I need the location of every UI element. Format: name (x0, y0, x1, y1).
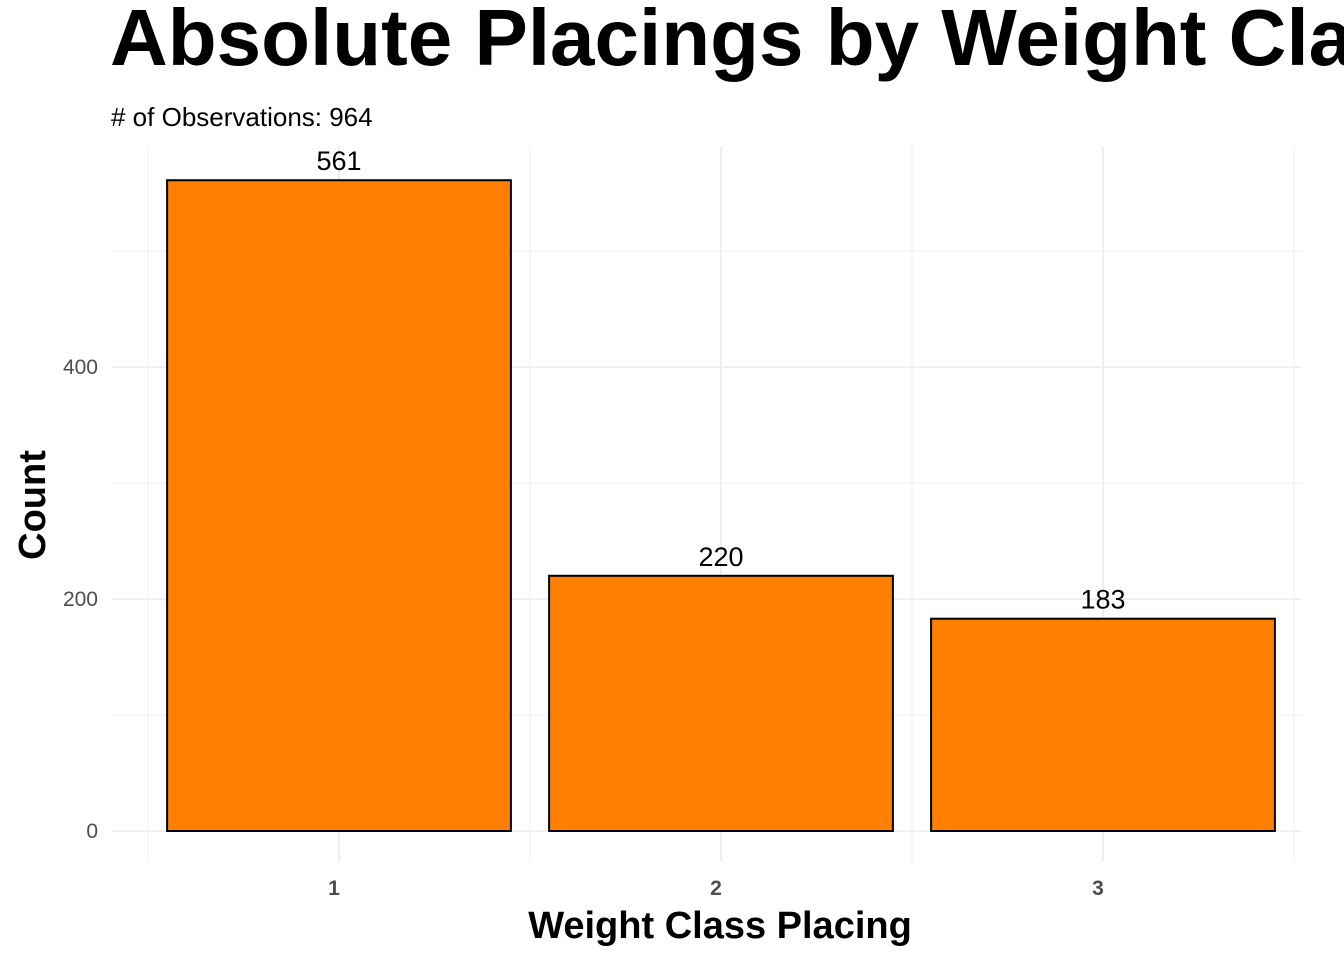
y-tick-label: 0 (86, 820, 98, 843)
bar-3 (930, 617, 1276, 832)
data-label-2: 220 (698, 542, 743, 572)
chart-title: Absolute Placings by Weight Cla (110, 0, 1344, 82)
data-label-1: 561 (316, 146, 361, 176)
data-label-3: 183 (1080, 585, 1125, 615)
bars (166, 179, 1276, 833)
data-labels: 561 220 183 (316, 146, 1125, 614)
y-tick-label: 200 (63, 588, 98, 611)
x-tick-label: 2 (710, 877, 722, 900)
bar-1 (166, 179, 512, 833)
x-tick-label: 3 (1092, 877, 1104, 900)
bar-2 (548, 574, 894, 832)
x-axis-title: Weight Class Placing (528, 905, 912, 947)
y-tick-label: 400 (63, 356, 98, 379)
chart-subtitle: # of Observations: 964 (111, 102, 373, 132)
y-axis-title: Count (12, 450, 54, 560)
y-axis-ticks: 0 200 400 (63, 356, 98, 843)
x-tick-label: 1 (328, 877, 340, 900)
x-axis-ticks: 1 2 3 (328, 877, 1104, 900)
